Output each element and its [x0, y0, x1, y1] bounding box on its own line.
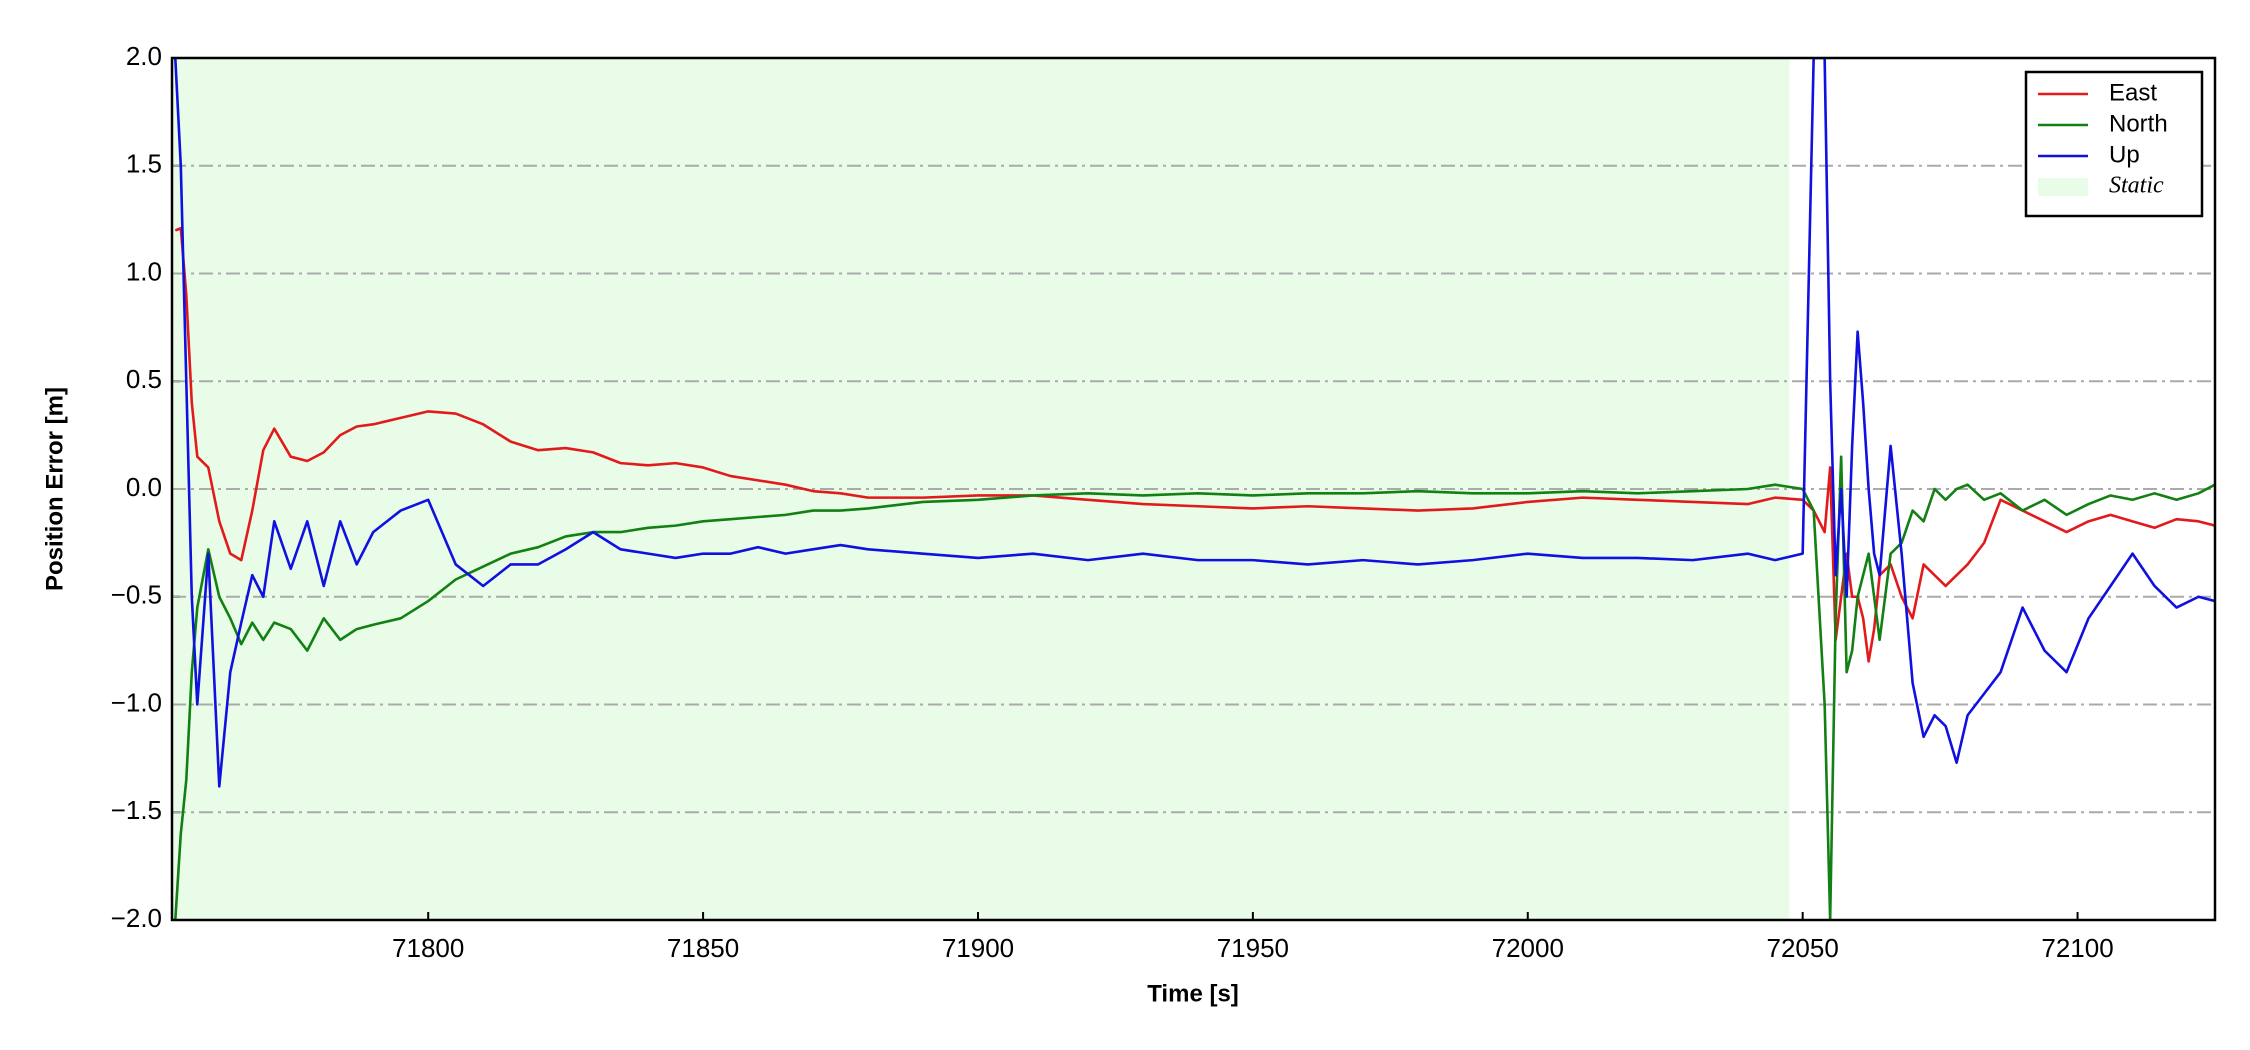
x-tick-label: 72050	[1767, 933, 1839, 963]
line-up	[174, 58, 2215, 788]
x-tick-label: 71800	[392, 933, 464, 963]
legend-label: Static	[2109, 173, 2164, 199]
y-tick-label: −1.5	[111, 795, 162, 825]
x-tick-label: 72100	[2041, 933, 2113, 963]
legend-label: North	[2109, 110, 2168, 137]
legend-label: East	[2109, 79, 2157, 106]
x-tick-label: 71850	[667, 933, 739, 963]
static-region	[172, 58, 1790, 920]
y-tick-label: −0.5	[111, 580, 162, 610]
y-tick-label: −2.0	[111, 903, 162, 933]
y-tick-label: −1.0	[111, 687, 162, 717]
x-tick-label: 71900	[942, 933, 1014, 963]
x-tick-label: 72000	[1492, 933, 1564, 963]
legend-label: Up	[2109, 141, 2140, 168]
plot-lines	[174, 58, 2215, 920]
y-tick-label: 1.5	[126, 149, 162, 179]
y-tick-label: 2.0	[126, 41, 162, 71]
line-north	[174, 455, 2215, 920]
y-tick-label: 0.0	[126, 472, 162, 502]
x-tick-label: 71950	[1217, 933, 1289, 963]
legend-swatch	[2038, 178, 2088, 196]
plot-frame	[170, 56, 2217, 922]
line-east	[174, 226, 2215, 663]
x-axis-label: Time [s]	[1147, 980, 1239, 1007]
y-tick-label: 0.5	[126, 364, 162, 394]
y-axis-label: Position Error [m]	[41, 387, 68, 591]
y-tick-label: 1.0	[126, 256, 162, 286]
